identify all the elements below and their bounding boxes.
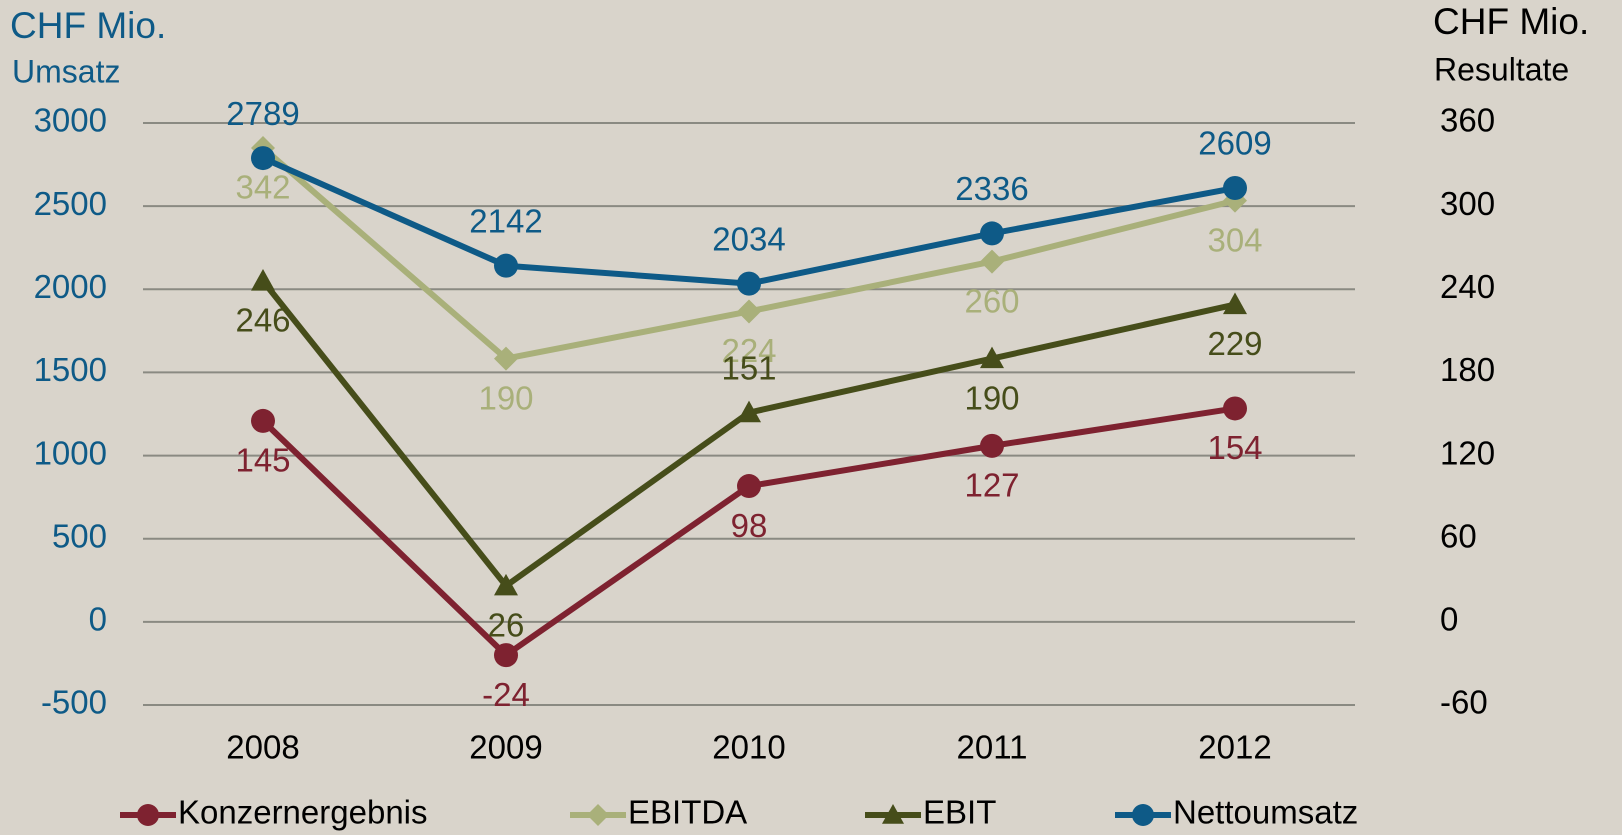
marker <box>251 408 275 433</box>
x-tick-label: 2011 <box>957 729 1028 766</box>
data-label: 304 <box>1207 221 1262 258</box>
data-label: -24 <box>482 676 530 713</box>
y2-tick-label: 120 <box>1440 434 1495 471</box>
y-axis-subtitle: Umsatz <box>12 53 120 89</box>
data-label: 190 <box>964 379 1019 416</box>
data-label: 229 <box>1207 325 1262 362</box>
marker <box>737 400 761 423</box>
marker <box>1223 292 1247 315</box>
y-tick-label: 0 <box>89 601 107 638</box>
data-label: 2609 <box>1198 125 1271 162</box>
data-label: 246 <box>235 302 290 339</box>
legend-label: Konzernergebnis <box>178 794 428 831</box>
y-tick-label: 1500 <box>34 351 107 388</box>
marker <box>587 804 609 826</box>
marker <box>494 346 518 371</box>
data-label: 2142 <box>469 202 542 239</box>
data-label: 145 <box>235 442 290 479</box>
x-tick-label: 2009 <box>469 729 542 766</box>
y2-tick-label: 300 <box>1440 185 1495 222</box>
legend-label: EBITDA <box>628 794 747 831</box>
data-label: 127 <box>964 467 1019 504</box>
x-tick-label: 2012 <box>1198 729 1271 766</box>
y2-axis-subtitle: Resultate <box>1434 51 1569 87</box>
y-tick-label: 1000 <box>34 434 107 471</box>
marker <box>1132 804 1154 826</box>
marker <box>494 253 518 278</box>
data-label: 98 <box>731 507 768 544</box>
marker <box>1223 396 1247 421</box>
marker <box>1223 176 1247 201</box>
y-tick-label: 3000 <box>34 102 107 139</box>
data-label: 2336 <box>955 170 1028 207</box>
data-label: 154 <box>1207 429 1262 466</box>
marker <box>737 271 761 296</box>
data-label: 26 <box>488 607 525 644</box>
y2-tick-label: -60 <box>1440 684 1488 721</box>
marker <box>137 804 159 826</box>
marker <box>737 299 761 324</box>
data-label: 2034 <box>712 220 785 257</box>
data-label: 151 <box>721 349 776 386</box>
y2-tick-label: 0 <box>1440 601 1458 638</box>
data-label: 260 <box>964 282 1019 319</box>
y-tick-label: 2000 <box>34 268 107 305</box>
marker <box>494 573 518 596</box>
x-tick-label: 2010 <box>712 729 785 766</box>
data-label: 342 <box>235 169 290 206</box>
y-axis-title: CHF Mio. <box>10 5 166 46</box>
data-label: 2789 <box>226 95 299 132</box>
marker <box>251 146 275 171</box>
x-tick-label: 2008 <box>226 729 299 766</box>
legend-label: EBIT <box>923 794 996 831</box>
y2-axis-title: CHF Mio. <box>1433 1 1589 42</box>
y2-tick-label: 60 <box>1440 517 1477 554</box>
y2-tick-label: 360 <box>1440 102 1495 139</box>
y-tick-label: 500 <box>52 517 107 554</box>
marker <box>980 433 1004 458</box>
data-label: 190 <box>478 379 533 416</box>
marker <box>980 346 1004 369</box>
marker <box>980 249 1004 274</box>
y2-tick-label: 240 <box>1440 268 1495 305</box>
marker <box>494 643 518 668</box>
y-tick-label: 2500 <box>34 185 107 222</box>
marker <box>251 268 275 291</box>
y-tick-label: -500 <box>41 684 107 721</box>
data-label: 224 <box>721 332 776 369</box>
marker <box>882 804 904 824</box>
legend-label: Nettoumsatz <box>1173 794 1358 831</box>
marker <box>980 221 1004 246</box>
y2-tick-label: 180 <box>1440 351 1495 388</box>
marker <box>737 474 761 499</box>
